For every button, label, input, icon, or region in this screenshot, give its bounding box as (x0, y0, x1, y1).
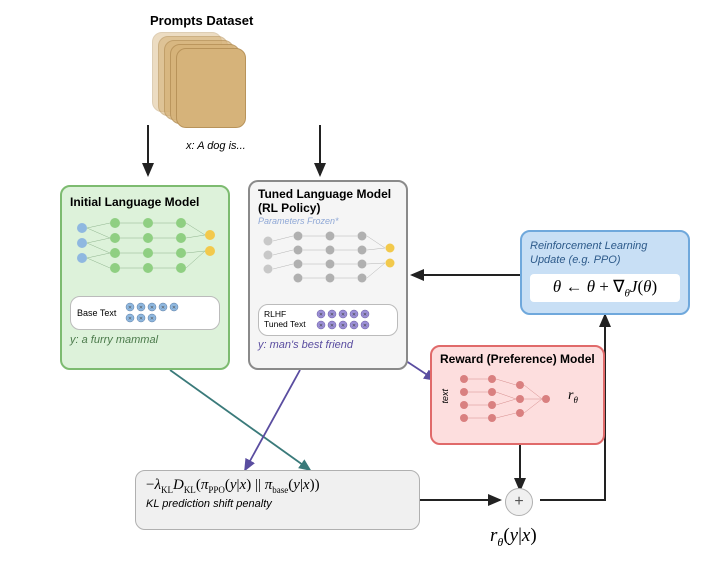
rl-update-label: Reinforcement Learning Update (e.g. PPO) (530, 240, 680, 268)
svg-text:✕: ✕ (363, 312, 367, 318)
svg-text:✕: ✕ (139, 305, 143, 311)
plus-node: + (505, 488, 533, 516)
svg-text:✕: ✕ (128, 305, 132, 311)
tuned-lm-output: y: man's best friend (258, 339, 398, 351)
svg-text:✕: ✕ (352, 323, 356, 329)
dataset-cards (152, 32, 242, 122)
rlhf-text-box: RLHF Tuned Text ✕ ✕ ✕ ✕ ✕ ✕ ✕ ✕ ✕ ✕ (258, 304, 398, 336)
base-text-box: Base Text ✕ ✕ ✕ ✕ ✕ ✕ ✕ ✕ (70, 296, 220, 330)
svg-text:✕: ✕ (319, 312, 323, 318)
tuned-lm-title: Tuned Language Model (RL Policy) (258, 188, 398, 216)
svg-text:✕: ✕ (150, 305, 154, 311)
svg-text:✕: ✕ (172, 305, 176, 311)
reward-model-box: Reward (Preference) Model text rθ (430, 345, 605, 445)
svg-text:✕: ✕ (150, 316, 154, 322)
base-text-label: Base Text (77, 308, 116, 318)
svg-text:✕: ✕ (139, 316, 143, 322)
initial-lm-box: Initial Language Model Base Text (60, 185, 230, 370)
svg-text:✕: ✕ (330, 312, 334, 318)
svg-text:✕: ✕ (341, 323, 345, 329)
initial-lm-output: y: a furry mammal (70, 334, 220, 346)
reward-formula: rθ(y|x) (490, 525, 537, 550)
rlhf-label: RLHF Tuned Text (264, 310, 309, 329)
svg-text:✕: ✕ (341, 312, 345, 318)
svg-text:✕: ✕ (363, 323, 367, 329)
dataset-example: x: A dog is... (186, 140, 246, 152)
rl-update-formula: θ ← θ + ∇θJ(θ) (530, 274, 680, 302)
svg-text:✕: ✕ (128, 316, 132, 322)
dataset-title: Prompts Dataset (150, 12, 253, 30)
rl-update-box: Reinforcement Learning Update (e.g. PPO)… (520, 230, 690, 315)
svg-text:✕: ✕ (161, 305, 165, 311)
reward-output-label: rθ (568, 388, 578, 405)
kl-formula: −λKLDKL(πPPO(y|x) || πbase(y|x)) (146, 477, 409, 495)
svg-text:✕: ✕ (352, 312, 356, 318)
reward-model-title: Reward (Preference) Model (440, 353, 595, 367)
tuned-lm-box: Tuned Language Model (RL Policy) Paramet… (248, 180, 408, 370)
dataset-title-text: Prompts Dataset (150, 13, 253, 28)
reward-text-label: text (440, 389, 450, 404)
svg-text:✕: ✕ (330, 323, 334, 329)
svg-text:✕: ✕ (319, 323, 323, 329)
plus-symbol: + (514, 493, 523, 511)
kl-box: −λKLDKL(πPPO(y|x) || πbase(y|x)) KL pred… (135, 470, 420, 530)
kl-caption: KL prediction shift penalty (146, 498, 409, 510)
initial-lm-title: Initial Language Model (70, 195, 220, 209)
tuned-lm-frozen: Parameters Frozen* (258, 216, 398, 226)
